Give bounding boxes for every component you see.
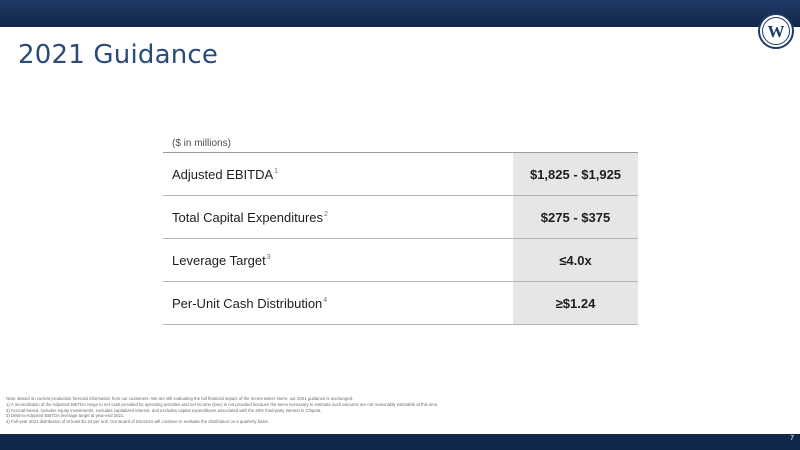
company-logo-icon: W (758, 13, 794, 49)
footer-bar: 7 (0, 434, 800, 450)
footnote-line: 3) Debt-to-Adjusted EBITDA leverage targ… (6, 413, 125, 419)
row-value: ≥$1.24 (513, 282, 638, 324)
footnote-line: 4) Full-year 2021 distribution of at lea… (6, 419, 269, 425)
footnote-line: Note: Based on current production foreca… (6, 396, 354, 401)
row-label-text: Leverage Target (172, 252, 266, 268)
row-value: ≤4.0x (513, 239, 638, 281)
footnote-ref: 1 (274, 167, 279, 175)
table-row: Adjusted EBITDA 1 $1,825 - $1,925 (163, 153, 638, 196)
row-value: $1,825 - $1,925 (513, 153, 638, 195)
units-label: ($ in millions) (172, 138, 231, 149)
page-number: 7 (790, 435, 794, 442)
page-title: 2021 Guidance (18, 40, 219, 70)
row-label: Adjusted EBITDA 1 (163, 153, 513, 195)
table-row: Total Capital Expenditures 2 $275 - $375 (163, 196, 638, 239)
footnote-line: 2) Accrual-based, includes equity invest… (6, 407, 322, 413)
row-label-text: Adjusted EBITDA (172, 166, 274, 182)
footnote-ref: 2 (324, 210, 328, 218)
footnotes: Note: Based on current production foreca… (6, 396, 606, 425)
row-value: $275 - $375 (513, 196, 638, 238)
row-label: Total Capital Expenditures 2 (163, 196, 513, 238)
row-label-text: Per-Unit Cash Distribution (172, 295, 323, 311)
footnote-ref: 3 (266, 253, 271, 261)
row-label: Per-Unit Cash Distribution 4 (163, 282, 513, 324)
table-row: Leverage Target 3 ≤4.0x (163, 239, 638, 282)
guidance-table: Adjusted EBITDA 1 $1,825 - $1,925 Total C… (163, 152, 638, 325)
footnote-line: 1) A reconciliation of the Adjusted EBIT… (6, 401, 439, 407)
row-label-text: Total Capital Expenditures (172, 209, 324, 225)
logo-letter: W (768, 22, 785, 41)
row-label: Leverage Target 3 (163, 239, 513, 281)
table-row: Per-Unit Cash Distribution 4 ≥$1.24 (163, 282, 638, 325)
header-bar (0, 0, 800, 27)
footnote-ref: 4 (323, 296, 328, 304)
